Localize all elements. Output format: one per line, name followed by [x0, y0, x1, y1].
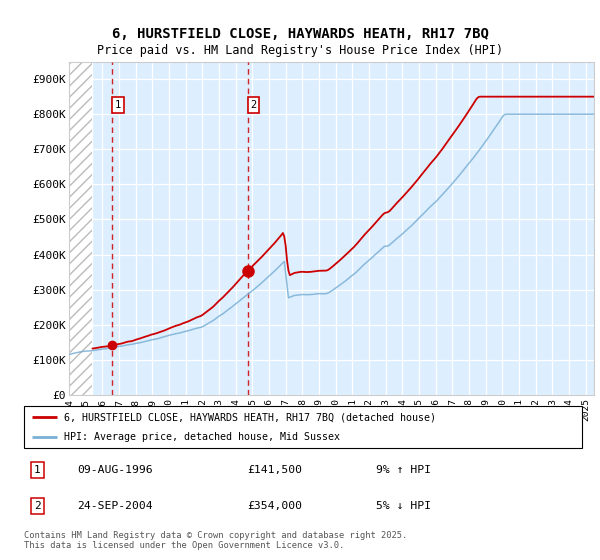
Text: £141,500: £141,500 [247, 465, 302, 475]
Text: Contains HM Land Registry data © Crown copyright and database right 2025.
This d: Contains HM Land Registry data © Crown c… [24, 531, 407, 550]
Text: 1: 1 [115, 100, 121, 110]
Text: 1: 1 [34, 465, 41, 475]
Text: 09-AUG-1996: 09-AUG-1996 [77, 465, 152, 475]
Text: 2: 2 [250, 100, 257, 110]
FancyBboxPatch shape [24, 406, 582, 448]
Text: 6, HURSTFIELD CLOSE, HAYWARDS HEATH, RH17 7BQ (detached house): 6, HURSTFIELD CLOSE, HAYWARDS HEATH, RH1… [64, 412, 436, 422]
Text: 24-SEP-2004: 24-SEP-2004 [77, 501, 152, 511]
Bar [69, 62, 92, 395]
Bar [69, 62, 92, 395]
Text: 9% ↑ HPI: 9% ↑ HPI [376, 465, 431, 475]
Text: 2: 2 [34, 501, 41, 511]
Text: Price paid vs. HM Land Registry's House Price Index (HPI): Price paid vs. HM Land Registry's House … [97, 44, 503, 57]
Text: 6, HURSTFIELD CLOSE, HAYWARDS HEATH, RH17 7BQ: 6, HURSTFIELD CLOSE, HAYWARDS HEATH, RH1… [112, 27, 488, 41]
Text: £354,000: £354,000 [247, 501, 302, 511]
Text: HPI: Average price, detached house, Mid Sussex: HPI: Average price, detached house, Mid … [64, 432, 340, 442]
Text: 5% ↓ HPI: 5% ↓ HPI [376, 501, 431, 511]
